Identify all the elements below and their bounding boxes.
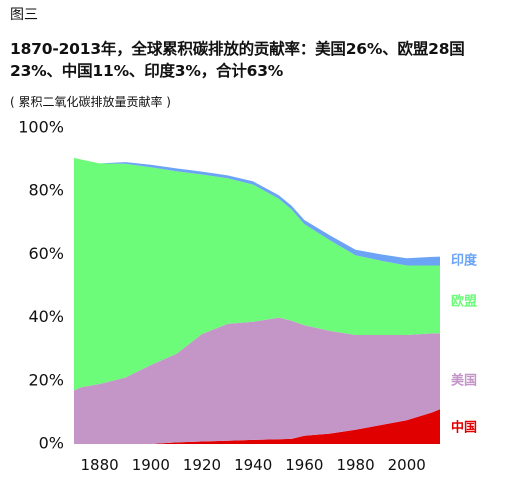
figure-label: 图三: [10, 7, 38, 23]
x-tick-label: 2000: [388, 456, 426, 474]
series-label-usa: 美国: [451, 373, 477, 389]
y-tick-label: 40%: [28, 307, 64, 326]
series-label-eu: 欧盟: [451, 294, 477, 310]
y-tick-label: 60%: [28, 244, 64, 263]
area-eu: [74, 158, 440, 391]
y-tick-label: 80%: [28, 181, 64, 200]
y-tick-label: 20%: [28, 370, 64, 389]
x-tick-label: 1920: [183, 456, 221, 474]
y-tick-label: 0%: [39, 434, 64, 453]
y-tick-label: 100%: [18, 118, 64, 137]
area-layers: [74, 158, 440, 444]
x-axis-ticks: 1880 1900 1920 1940 1960 1980 2000: [81, 456, 426, 474]
chart-title: 1870-2013年，全球累积碳排放的贡献率：美国26%、欧盟28国23%、中国…: [10, 40, 465, 80]
series-label-india: 印度: [451, 253, 478, 269]
x-tick-label: 1940: [234, 456, 272, 474]
area-usa: [74, 317, 440, 444]
x-tick-label: 1880: [81, 456, 119, 474]
x-tick-label: 1900: [132, 456, 170, 474]
area-china: [74, 409, 440, 444]
y-axis-ticks: 0% 20% 40% 60% 80% 100%: [18, 118, 64, 453]
x-tick-label: 1960: [285, 456, 323, 474]
chart-subtitle: ( 累积二氧化碳排放量贡献率 ): [10, 95, 171, 109]
x-tick-label: 1980: [336, 456, 374, 474]
series-label-china: 中国: [451, 420, 477, 436]
